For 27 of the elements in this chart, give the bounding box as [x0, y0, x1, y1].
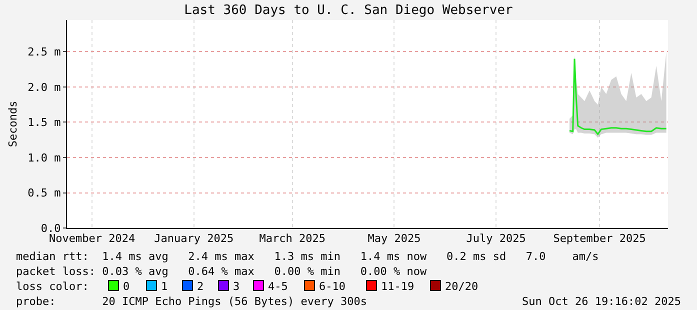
text: 20/20	[444, 280, 478, 293]
text: loss color:	[16, 280, 89, 293]
x-tick-label: January 2025	[154, 232, 234, 246]
x-tick-label: July 2025	[466, 232, 526, 246]
y-axis-title: Seconds	[6, 100, 20, 148]
text: 1	[160, 280, 168, 293]
y-tick-label: 2.5 m	[28, 46, 62, 59]
x-tick-label: November 2024	[48, 232, 136, 246]
text: 4-5	[267, 280, 288, 293]
text: 2	[196, 280, 204, 293]
text: 11-19	[380, 280, 414, 293]
text: median rtt: 1.4 ms avg 2.4 ms max 1.3 ms min 1.4 ms now 0.2 ms sd 7.0 am/s	[16, 250, 599, 263]
chart-title: Last 360 Days to U. C. San Diego Webserver	[184, 2, 514, 18]
text: probe: 20 ICMP Echo Pings (56 Bytes) every 300s	[16, 295, 367, 308]
text: packet loss: 0.03 % avg 0.64 % max 0.00 % min 0.00 % now	[16, 265, 427, 278]
x-tick-label: March 2025	[259, 232, 326, 246]
text: Sun Oct 26 19:16:02 2025	[522, 295, 681, 308]
y-tick-label: 2.0 m	[28, 80, 62, 94]
text: 6-10	[318, 280, 346, 293]
y-tick-label: 0.0	[40, 222, 61, 235]
text: 3	[232, 280, 240, 293]
text: 0	[122, 280, 130, 293]
y-tick-label: 0.5 m	[28, 186, 62, 200]
x-tick-label: May 2025	[368, 232, 421, 246]
x-tick-label: September 2025	[553, 232, 646, 246]
y-tick-label: 1.0 m	[28, 151, 62, 164]
y-tick-label: 1.5 m	[28, 116, 62, 130]
